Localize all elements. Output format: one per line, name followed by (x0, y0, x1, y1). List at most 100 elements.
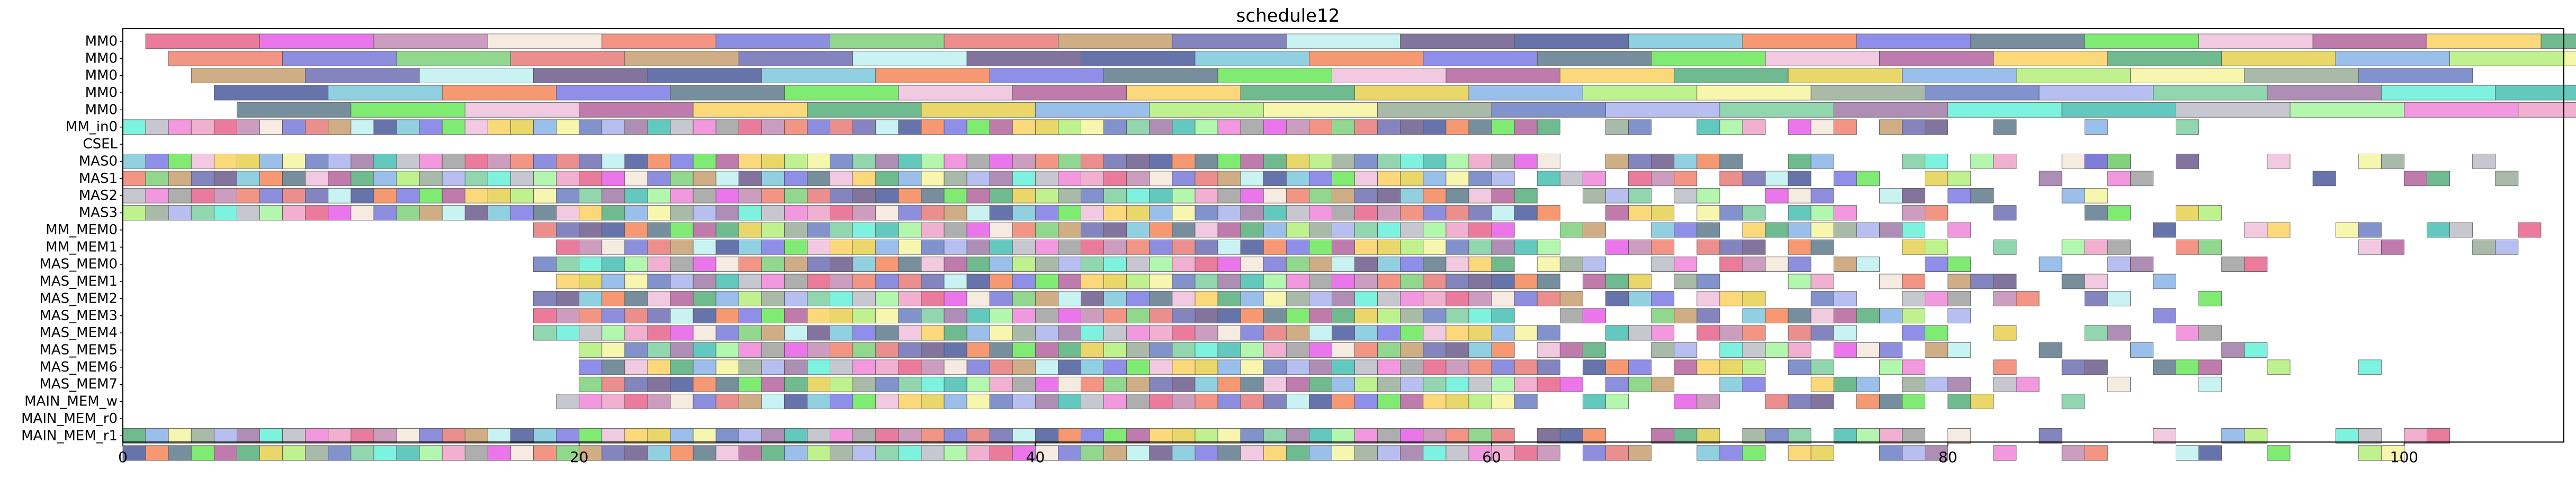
task-cell (1788, 154, 1811, 169)
task-cell (1970, 273, 1994, 289)
task-cell (1628, 376, 1652, 392)
task-cell (1742, 359, 1766, 375)
task-bar (1674, 68, 1789, 83)
task-cell (989, 376, 1013, 392)
task-cell (1240, 188, 1264, 204)
task-cell (738, 291, 762, 306)
task-cell (875, 291, 899, 306)
task-cell (419, 205, 443, 220)
task-cell (1537, 428, 1560, 444)
task-bar (419, 68, 534, 83)
task-cell (1651, 376, 1675, 392)
task-cell (693, 394, 716, 409)
task-cell (1697, 222, 1720, 238)
task-cell (1879, 119, 1902, 135)
task-cell (145, 188, 169, 204)
task-cell (944, 239, 967, 255)
task-cell (1674, 342, 1698, 358)
task-cell (1172, 171, 1196, 187)
task-cell (898, 445, 922, 461)
task-cell (1925, 205, 1949, 220)
task-cell (921, 325, 945, 341)
task-cell (1514, 154, 1538, 169)
task-cell (1925, 154, 1949, 169)
task-cell (715, 188, 739, 204)
task-cell (1468, 119, 1492, 135)
task-cell (1377, 222, 1401, 238)
task-cell (1103, 171, 1127, 187)
task-cell (602, 239, 625, 255)
task-cell (1308, 222, 1332, 238)
task-cell (647, 359, 671, 375)
task-cell (1400, 394, 1424, 409)
task-cell (1195, 376, 1218, 392)
task-cell (1468, 342, 1492, 358)
task-cell (328, 154, 352, 169)
task-cell (1012, 342, 1036, 358)
task-cell (2381, 445, 2404, 461)
task-cell (1491, 188, 1515, 204)
task-cell (1925, 445, 1949, 461)
task-cell (875, 445, 899, 461)
task-cell (966, 257, 990, 272)
task-cell (944, 325, 967, 341)
task-cell (579, 154, 603, 169)
task-cell (602, 308, 625, 324)
task-cell (1103, 342, 1127, 358)
task-cell (1765, 428, 1789, 444)
task-cell (282, 205, 306, 220)
task-cell (647, 257, 671, 272)
task-cell (1354, 445, 1378, 461)
task-cell (1308, 154, 1332, 169)
task-cell (2449, 222, 2473, 238)
task-cell (966, 188, 990, 204)
task-cell (1058, 222, 1081, 238)
task-cell (1172, 257, 1196, 272)
task-cell (1332, 342, 1355, 358)
task-cell (1308, 119, 1332, 135)
task-cell (1628, 273, 1652, 289)
task-cell (305, 188, 329, 204)
task-bar (1628, 33, 1743, 49)
task-cell (1126, 359, 1150, 375)
task-cell (1286, 359, 1309, 375)
task-cell (442, 445, 465, 461)
task-cell (1354, 257, 1378, 272)
task-cell (944, 394, 967, 409)
task-bar (1149, 102, 1264, 118)
task-cell (1559, 428, 1583, 444)
task-cell (1058, 119, 1081, 135)
task-cell (1195, 445, 1218, 461)
task-cell (1172, 205, 1196, 220)
task-cell (2198, 325, 2222, 341)
task-cell (1856, 257, 1880, 272)
task-cell (852, 428, 876, 444)
task-cell (1263, 222, 1287, 238)
task-cell (1902, 154, 1926, 169)
task-cell (1651, 342, 1675, 358)
task-bar (1582, 85, 1698, 101)
task-cell (966, 154, 990, 169)
task-cell (1810, 359, 1834, 375)
task-cell (1514, 291, 1538, 306)
task-cell (989, 291, 1013, 306)
task-cell (1195, 205, 1218, 220)
task-bar (761, 68, 876, 83)
task-cell (1377, 376, 1401, 392)
task-cell (1423, 359, 1447, 375)
task-cell (1354, 188, 1378, 204)
task-cell (259, 171, 283, 187)
task-cell (1742, 239, 1766, 255)
task-cell (1468, 273, 1492, 289)
task-cell (2107, 325, 2131, 341)
task-bar (1081, 50, 1196, 66)
task-cell (784, 359, 807, 375)
task-cell (487, 188, 511, 204)
task-cell (1217, 222, 1241, 238)
task-cell (761, 359, 785, 375)
task-cell (1993, 359, 2017, 375)
task-cell (1902, 205, 1926, 220)
task-cell (1925, 257, 1949, 272)
task-cell (715, 308, 739, 324)
task-cell (1810, 291, 1834, 306)
